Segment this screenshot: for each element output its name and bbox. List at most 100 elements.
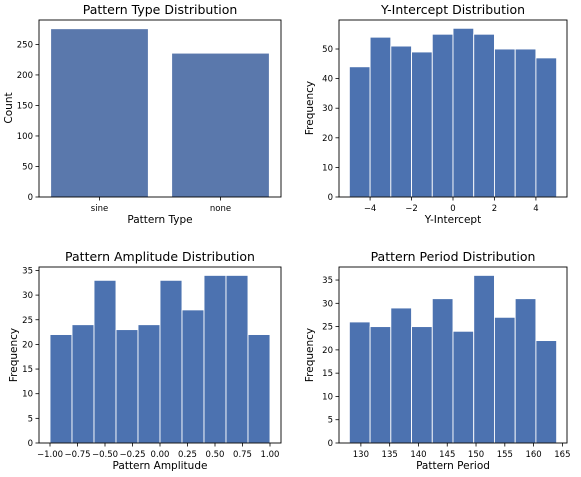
histogram-bar: [49, 334, 73, 444]
histogram-bar: [514, 48, 537, 198]
histogram-bar: [535, 57, 558, 198]
histogram-bar: [494, 316, 516, 444]
histogram-bar: [348, 321, 371, 444]
y-tick-label: 0: [28, 439, 33, 449]
x-tick-label: 150: [468, 450, 484, 460]
histogram-bar: [93, 279, 117, 444]
x-tick-label: −4: [364, 204, 377, 214]
y-tick-label: 15: [22, 365, 33, 375]
pattern-type-chart: Pattern Type Distribution Pattern Type C…: [3, 2, 282, 226]
x-tick-label: sine: [91, 204, 108, 214]
x-axis-label: Pattern Type: [127, 214, 192, 226]
x-tick-label: −0.75: [64, 450, 90, 460]
y-tick-label: 15: [322, 369, 333, 379]
histogram-bar: [431, 33, 454, 198]
y-intercept-chart: Y-Intercept Distribution Y-Intercept Fre…: [304, 2, 568, 226]
y-tick-label: 150: [17, 101, 33, 111]
y-tick-label: 35: [22, 266, 33, 276]
x-tick-label: 0.00: [151, 450, 170, 460]
x-tick-label: 0.25: [178, 450, 197, 460]
x-tick-label: 0.50: [206, 450, 225, 460]
axes-frame: [338, 19, 568, 198]
y-tick-label: 0: [328, 193, 333, 203]
x-tick-label: 145: [439, 450, 455, 460]
x-tick-label: 135: [382, 450, 398, 460]
histogram-bar: [411, 51, 433, 198]
histogram-bar: [390, 45, 412, 198]
axes-frame: [338, 266, 568, 444]
x-tick-label: 130: [353, 450, 369, 460]
histogram-bar: [203, 274, 227, 444]
axes-frame: [38, 266, 282, 444]
x-axis-label: Pattern Amplitude: [113, 460, 208, 472]
x-tick-label: 155: [497, 450, 513, 460]
x-tick-label: 1.00: [261, 450, 280, 460]
x-tick-label: 160: [525, 450, 541, 460]
histogram-bar: [137, 324, 161, 444]
histogram-bar: [494, 48, 516, 198]
y-tick-label: 0: [28, 193, 33, 203]
x-tick-label: 0.75: [233, 450, 252, 460]
histogram-bar: [431, 298, 454, 444]
y-tick-label: 50: [22, 162, 33, 172]
y-tick-label: 25: [22, 316, 33, 326]
bar-none: [172, 53, 269, 197]
y-tick-label: 5: [328, 416, 333, 426]
y-tick-label: 10: [322, 163, 333, 173]
y-tick-label: 100: [17, 132, 33, 142]
y-tick-label: 50: [322, 45, 333, 55]
x-tick-label: none: [210, 204, 231, 214]
histogram-bar: [369, 326, 392, 444]
y-tick-label: 10: [22, 390, 33, 400]
y-axis-label: Count: [3, 92, 15, 123]
histogram-bar: [411, 326, 433, 444]
y-tick-label: 35: [322, 276, 333, 286]
histogram-bar: [452, 330, 475, 444]
histogram-bar: [348, 66, 371, 198]
chart-title: Pattern Period Distribution: [371, 249, 536, 264]
y-axis-label: Frequency: [8, 328, 20, 382]
y-tick-label: 20: [322, 346, 333, 356]
y-tick-label: 20: [322, 134, 333, 144]
chart-title: Y-Intercept Distribution: [380, 2, 525, 17]
x-tick-label: 4: [533, 204, 538, 214]
y-tick-label: 5: [28, 414, 33, 424]
histogram-bar: [514, 298, 537, 444]
x-tick-label: −0.50: [92, 450, 118, 460]
histogram-bar: [247, 334, 271, 444]
y-tick-label: 40: [322, 75, 333, 85]
y-tick-label: 30: [322, 104, 333, 114]
bar-sine: [51, 29, 148, 198]
histogram-bar: [452, 27, 475, 198]
pattern-amplitude-chart: Pattern Amplitude Distribution Pattern A…: [8, 249, 282, 472]
histogram-bar: [390, 307, 412, 444]
y-tick-label: 30: [22, 291, 33, 301]
y-tick-label: 0: [328, 439, 333, 449]
histogram-bar: [369, 36, 392, 198]
histogram-bar: [225, 274, 249, 444]
y-tick-label: 10: [322, 392, 333, 402]
x-axis-label: Y-Intercept: [424, 214, 481, 226]
histogram-bar: [473, 274, 495, 444]
histogram-bar: [473, 33, 495, 198]
y-axis-label: Frequency: [304, 81, 316, 135]
pattern-period-chart: Pattern Period Distribution Pattern Peri…: [304, 249, 571, 472]
histogram-bar: [71, 324, 95, 444]
y-tick-label: 250: [17, 40, 33, 50]
histogram-bar: [535, 340, 558, 444]
x-tick-label: 0: [450, 204, 455, 214]
y-axis-label: Frequency: [304, 328, 316, 382]
axes-frame: [38, 19, 282, 198]
chart-title: Pattern Amplitude Distribution: [65, 249, 255, 264]
chart-title: Pattern Type Distribution: [83, 2, 238, 17]
histogram-bar: [181, 309, 205, 444]
x-tick-label: 165: [554, 450, 570, 460]
x-tick-label: 2: [492, 204, 497, 214]
y-tick-label: 20: [22, 340, 33, 350]
y-tick-label: 30: [322, 299, 333, 309]
histogram-bar: [115, 329, 139, 444]
x-tick-label: 140: [410, 450, 426, 460]
x-tick-label: −2: [405, 204, 418, 214]
x-tick-label: −1.00: [37, 450, 63, 460]
x-tick-label: −0.25: [119, 450, 145, 460]
